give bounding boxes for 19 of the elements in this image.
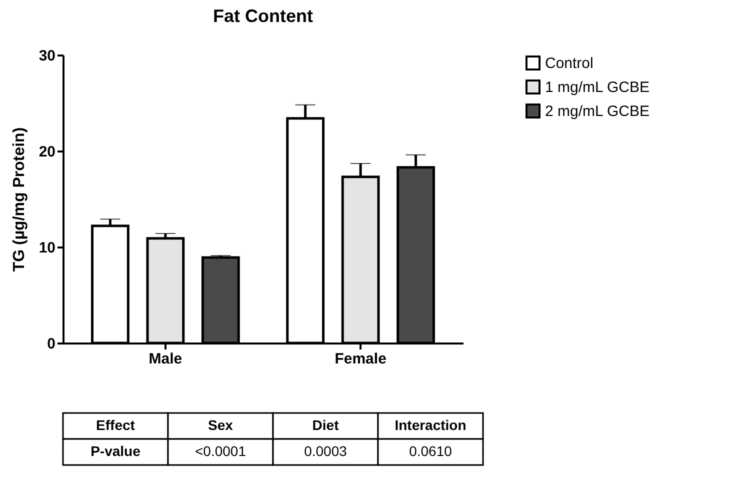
text: 0.0003 (304, 443, 348, 459)
x-tick-label: Female (334, 350, 386, 368)
text: Interaction (394, 417, 466, 433)
x-tick-label: Male (148, 350, 182, 368)
text: <0.0001 (195, 443, 246, 459)
text: Diet (312, 417, 340, 433)
y-tick-label: 10 (38, 240, 56, 256)
legend-label: 2 mg/mL GCBE (545, 103, 650, 120)
legend-label: Control (545, 55, 594, 72)
chart-title: Fat Content (213, 6, 313, 26)
text: Sex (208, 417, 234, 433)
y-tick-label: 30 (38, 48, 56, 64)
text: 0.0610 (409, 443, 452, 459)
legend-label: 1 mg/mL GCBE (545, 79, 650, 96)
y-tick-label: 20 (38, 144, 56, 160)
y-axis-title: TG (µg/mg Protein) (10, 127, 28, 272)
y-tick-label: 0 (47, 336, 56, 352)
text: Effect (96, 417, 136, 433)
text: P-value (90, 443, 141, 459)
